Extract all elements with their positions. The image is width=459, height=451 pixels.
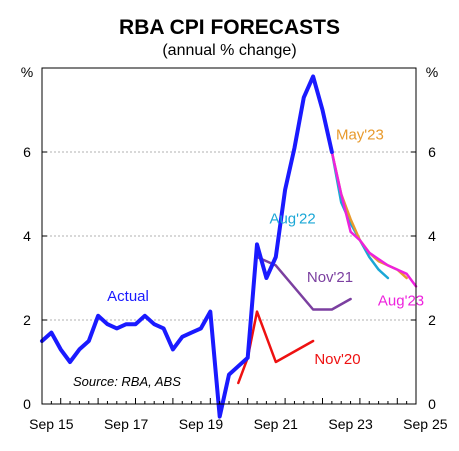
right-unit-label: % <box>426 64 438 80</box>
x-tick-label: Sep 21 <box>254 416 299 432</box>
y-tick-label-right: 6 <box>428 144 436 160</box>
series-line <box>40 74 334 419</box>
x-tick-label: Sep 19 <box>179 416 224 432</box>
chart-title: RBA CPI FORECASTS <box>119 16 340 39</box>
series-label: Nov'20 <box>314 351 360 368</box>
axes: 0 0 2 2 4 4 6 6 Sep 15 Sep 17 Sep 19 Sep 21 Sep 23 Se… <box>23 144 448 432</box>
y-tick-label-left: 0 <box>23 396 31 412</box>
x-tick-label: Sep 17 <box>104 416 149 432</box>
series-line <box>330 150 408 280</box>
y-tick-label-right: 2 <box>428 312 436 328</box>
source-note: Source: RBA, ABS <box>73 374 181 389</box>
series-line <box>330 150 418 288</box>
y-tick-label-right: 0 <box>428 396 436 412</box>
series-line <box>255 255 352 311</box>
series-line <box>237 310 315 385</box>
series-labels: Actual Nov'20 Nov'21 Aug'22 May'23 Aug'23 <box>107 126 424 368</box>
x-tick-label: Sep 25 <box>403 416 448 432</box>
y-tick-label-left: 2 <box>23 312 31 328</box>
series-label: Actual <box>107 288 149 305</box>
series-line <box>302 75 390 280</box>
y-tick-label-right: 4 <box>428 228 436 244</box>
series-layer <box>40 74 418 419</box>
x-tick-label: Sep 15 <box>29 416 74 432</box>
series-label: Aug'23 <box>378 292 424 309</box>
gridlines <box>42 151 416 321</box>
series-label: May'23 <box>336 126 384 143</box>
y-tick-label-left: 6 <box>23 144 31 160</box>
series-label: Aug'22 <box>269 210 315 227</box>
series-label: Nov'21 <box>307 269 353 286</box>
x-tick-label: Sep 23 <box>328 416 373 432</box>
y-tick-label-left: 4 <box>23 228 31 244</box>
chart-subtitle: (annual % change) <box>162 42 296 59</box>
left-unit-label: % <box>21 64 33 80</box>
